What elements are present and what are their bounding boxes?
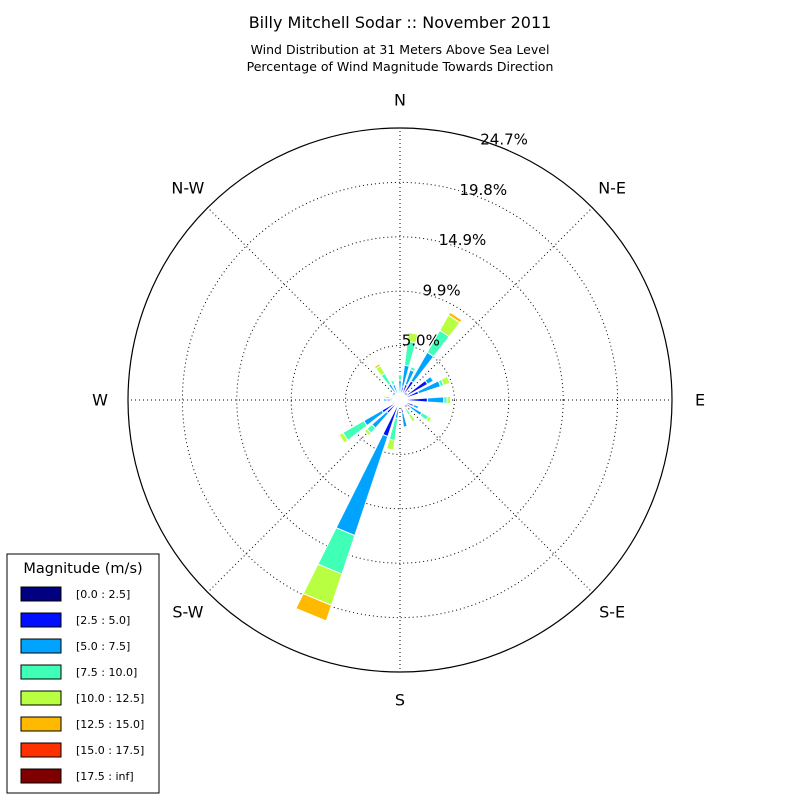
legend-label-6: [12.5 : 15.0] (76, 718, 144, 731)
bar-dir-303.75-bin-4 (390, 393, 392, 395)
legend: Magnitude (m/s) [0.0 : 2.5] [2.5 : 5.0] [5… (7, 554, 159, 793)
direction-label-s-e: S-E (599, 603, 625, 622)
direction-label-n: N (394, 91, 406, 110)
legend-swatch-6 (21, 717, 61, 731)
legend-swatch-5 (21, 691, 61, 705)
legend-label-8: [17.5 : inf] (76, 770, 134, 783)
legend-swatch-1 (21, 587, 61, 601)
chart-title: Billy Mitchell Sodar :: November 2011 (249, 13, 552, 32)
bar-dir-0-bin-4 (398, 375, 402, 380)
legend-swatch-2 (21, 613, 61, 627)
legend-label-3: [5.0 : 7.5] (76, 640, 130, 653)
bar-dir-90-bin-5 (447, 396, 450, 403)
bar-dir-270-bin-4 (382, 399, 383, 401)
legend-label-7: [15.0 : 17.5] (76, 744, 144, 757)
radial-tick-4: 19.8% (459, 181, 507, 199)
bar-dir-281.25-bin-5 (384, 396, 387, 399)
direction-label-n-e: N-E (598, 178, 626, 197)
radial-tick-5: 24.7% (480, 131, 528, 149)
legend-label-5: [10.0 : 12.5] (76, 692, 144, 705)
legend-title: Magnitude (m/s) (23, 561, 142, 577)
chart-subtitle-line-2: Percentage of Wind Magnitude Towards Dir… (247, 59, 554, 74)
bar-dir-168.75-bin-4 (403, 427, 407, 429)
chart-subtitle-line-1: Wind Distribution at 31 Meters Above Sea… (251, 42, 550, 57)
bar-dir-90-bin-3 (427, 397, 443, 403)
radial-tick-3: 14.9% (439, 231, 487, 249)
direction-label-w: W (92, 391, 108, 410)
legend-label-1: [0.0 : 2.5] (76, 588, 130, 601)
legend-swatch-7 (21, 743, 61, 757)
direction-label-s: S (395, 691, 405, 710)
legend-swatch-8 (21, 769, 61, 783)
legend-label-4: [7.5 : 10.0] (76, 666, 137, 679)
bar-dir-348.75-bin-4 (397, 389, 399, 391)
legend-label-2: [2.5 : 5.0] (76, 614, 130, 627)
legend-swatch-3 (21, 639, 61, 653)
radial-tick-1: 5.0% (402, 332, 440, 350)
radial-tick-2: 9.9% (423, 281, 461, 299)
direction-label-s-w: S-W (172, 603, 203, 622)
direction-label-n-w: N-W (171, 178, 204, 197)
bar-dir-0-bin-5 (398, 374, 402, 375)
direction-label-e: E (695, 391, 705, 410)
legend-swatch-4 (21, 665, 61, 679)
